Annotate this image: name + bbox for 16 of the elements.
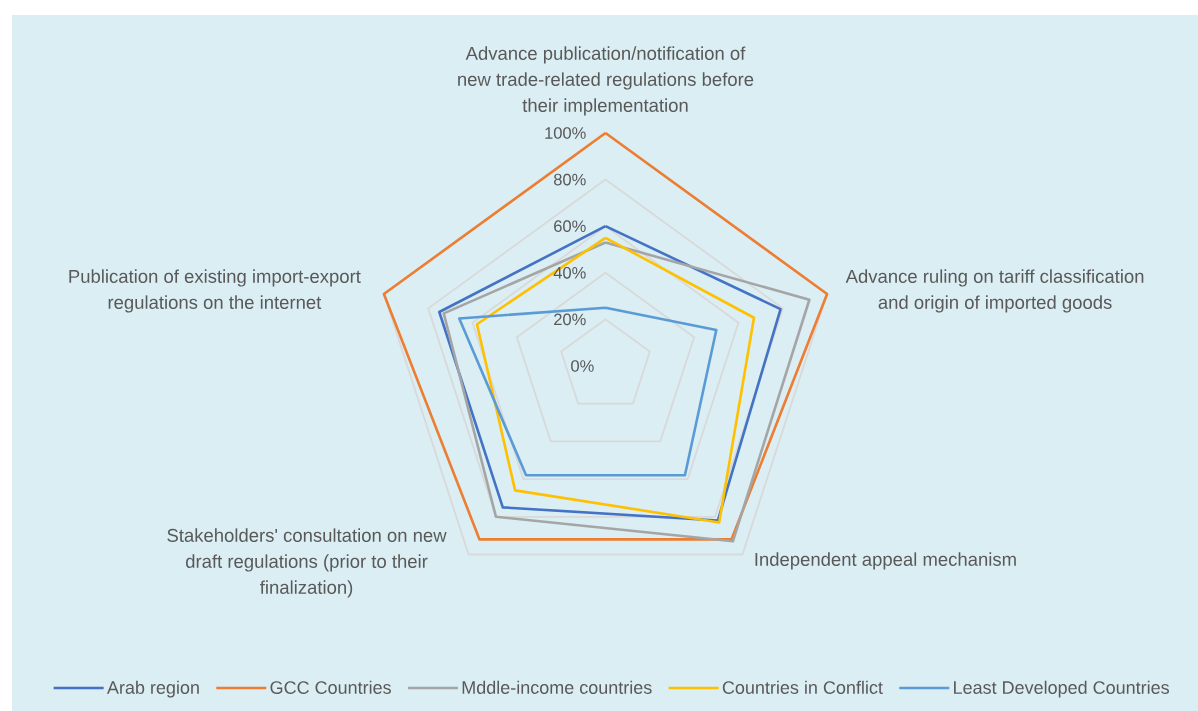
y-tick-label: 60% [554,220,586,233]
spoke-label: Advance publication/notification of new trade-related regulations before their implementation [458,46,754,116]
legend-label: Least Developed Countries [954,680,1170,698]
spoke-label: Independent appeal mechanism [755,552,1016,570]
y-tick-label: 20% [554,313,586,326]
spoke-label: Advance ruling on tariff classification and origin of imported goods [845,269,1144,313]
y-tick-label: 40% [553,266,586,279]
spoke-label: Publication of existing import-export regulations on the internet [69,269,361,313]
legend-label: GCC Countries [270,680,391,694]
legend-label: Countries in Conflict [722,680,883,694]
legend-label: Arab region [106,680,199,698]
y-tick-label: 80% [554,173,586,186]
y-tick-label: 100% [545,127,586,139]
spoke-label: Stakeholders' consultation on new draft regulations (prior to their finalization) [167,528,447,598]
legend-label: Mddle-income countries [462,680,652,694]
y-tick-label: 0% [571,360,594,372]
